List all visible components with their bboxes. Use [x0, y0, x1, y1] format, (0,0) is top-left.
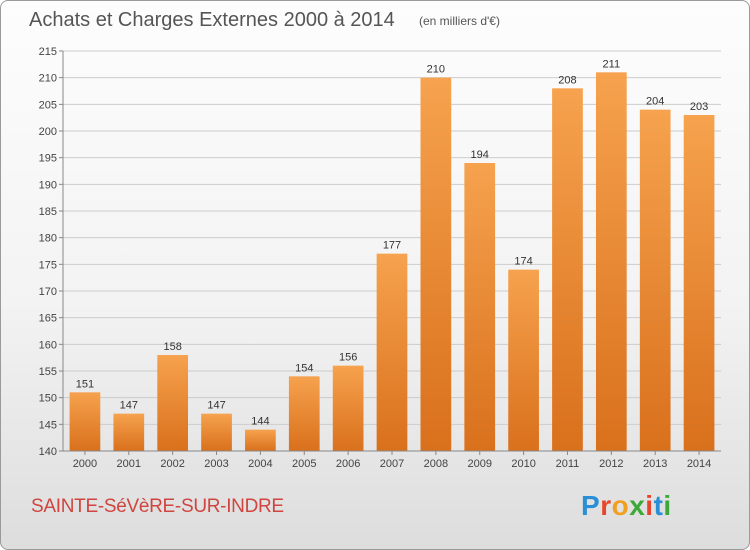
- y-tick-label: 195: [39, 153, 57, 165]
- chart-unit: (en milliers d'€): [419, 14, 500, 28]
- x-tick-label: 2005: [292, 458, 316, 470]
- y-tick-label: 170: [39, 286, 57, 298]
- y-tick-label: 200: [39, 126, 57, 138]
- bar-2009: [464, 163, 496, 451]
- x-tick-label: 2012: [599, 458, 623, 470]
- y-tick-label: 190: [39, 179, 57, 191]
- x-tick-label: 2014: [687, 458, 711, 470]
- data-label: 203: [690, 101, 708, 113]
- logo-letter: t: [653, 490, 664, 521]
- data-label: 151: [76, 378, 94, 390]
- y-tick-label: 160: [39, 339, 57, 351]
- y-tick-label: 185: [39, 206, 57, 218]
- logo-letter: i: [645, 490, 654, 521]
- y-tick-label: 145: [39, 419, 57, 431]
- y-tick-label: 210: [39, 73, 57, 85]
- logo-letter: P: [581, 490, 601, 521]
- x-tick-label: 2009: [467, 458, 491, 470]
- x-tick-label: 2011: [556, 458, 580, 470]
- y-tick-label: 150: [39, 393, 57, 405]
- x-tick-label: 2006: [336, 458, 360, 470]
- data-label: 208: [558, 74, 576, 86]
- y-tick-label: 180: [39, 233, 57, 245]
- y-tick-label: 205: [39, 99, 57, 111]
- data-label: 211: [603, 58, 621, 70]
- y-tick-label: 165: [39, 313, 57, 325]
- logo-letter: i: [663, 490, 672, 521]
- y-tick-label: 215: [39, 46, 57, 58]
- x-tick-label: 2000: [73, 458, 97, 470]
- bar-2004: [245, 429, 276, 451]
- data-label: 156: [339, 352, 357, 364]
- logo-letter: r: [600, 490, 612, 521]
- data-label: 147: [207, 400, 225, 412]
- bar-2000: [69, 392, 101, 451]
- bar-2011: [552, 88, 583, 451]
- y-tick-label: 175: [39, 259, 57, 271]
- chart-title: Achats et Charges Externes 2000 à 2014: [29, 9, 395, 31]
- data-label: 210: [427, 64, 445, 76]
- x-tick-label: 2007: [380, 458, 404, 470]
- data-label: 158: [163, 341, 181, 353]
- commune-name: SAINTE-SéVèRE-SUR-INDRE: [31, 496, 284, 517]
- x-tick-label: 2013: [643, 458, 667, 470]
- bar-2005: [288, 376, 320, 451]
- x-tick-label: 2003: [204, 458, 228, 470]
- data-label: 177: [383, 240, 401, 252]
- bar-2010: [508, 269, 539, 451]
- x-tick-label: 2002: [160, 458, 184, 470]
- data-label: 194: [471, 149, 489, 161]
- data-label: 154: [295, 362, 313, 374]
- x-tick-label: 2008: [424, 458, 448, 470]
- x-tick-label: 2010: [511, 458, 535, 470]
- bar-2003: [201, 413, 232, 451]
- bar-2013: [639, 109, 671, 452]
- x-tick-label: 2001: [117, 458, 141, 470]
- bar-2008: [420, 77, 452, 452]
- bar-2001: [113, 413, 145, 451]
- logo-letter: o: [611, 490, 630, 521]
- bar-2006: [332, 365, 364, 451]
- y-tick-label: 155: [39, 366, 57, 378]
- axes: [59, 50, 721, 455]
- bars: [69, 72, 715, 452]
- x-tick-label: 2004: [248, 458, 272, 470]
- y-tick-label: 140: [39, 446, 57, 458]
- labels: 1401451501551601651701751801851901952002…: [39, 46, 712, 470]
- bar-2007: [376, 253, 408, 451]
- bar-2002: [157, 355, 189, 451]
- data-label: 204: [646, 96, 664, 108]
- bar-2012: [595, 72, 627, 451]
- data-label: 174: [514, 256, 532, 268]
- data-label: 144: [251, 416, 269, 428]
- logo-letter: x: [629, 490, 646, 521]
- proxiti-logo: Proxiti: [581, 490, 672, 522]
- bar-2014: [683, 115, 715, 451]
- data-label: 147: [120, 400, 138, 412]
